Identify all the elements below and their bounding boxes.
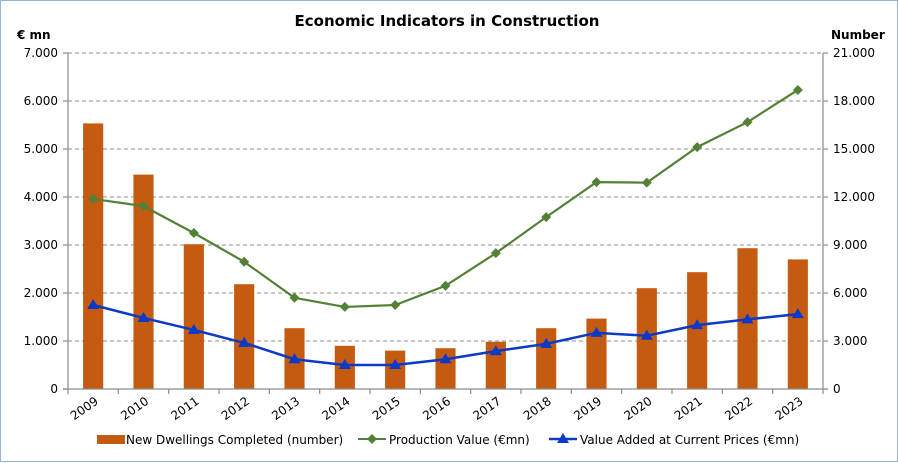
x-tick-label: 2009 <box>68 394 101 423</box>
diamond-point-2021 <box>692 142 703 153</box>
x-tick-label: 2014 <box>320 394 353 423</box>
bar-2023 <box>787 259 808 389</box>
x-tick-label: 2011 <box>169 394 202 423</box>
triangle-point-2016 <box>439 353 452 364</box>
left-tick-label: 3.000 <box>24 238 58 252</box>
triangle-point-2011 <box>187 323 200 334</box>
diamond-point-2019 <box>591 177 602 188</box>
axes <box>63 52 828 394</box>
left-tick-label: 4.000 <box>24 190 58 204</box>
diamond-point-2017 <box>490 248 501 259</box>
bar-2015 <box>385 350 406 389</box>
gridlines <box>68 52 829 342</box>
triangle-point-2010 <box>137 311 150 322</box>
diamond-point-2015 <box>390 300 401 310</box>
triangle-point-2015 <box>389 359 402 369</box>
diamond-point-2009 <box>88 193 99 204</box>
triangle-point-2021 <box>691 319 704 330</box>
left-tick-label: 5.000 <box>24 142 58 156</box>
x-tick-label: 2012 <box>219 394 252 423</box>
x-tick-label: 2019 <box>571 394 604 423</box>
triangle-point-2013 <box>288 353 301 364</box>
right-axis-unit: Number <box>831 28 885 42</box>
right-tick-label: 6.000 <box>833 286 867 300</box>
right-tick-label: 3.000 <box>833 334 867 348</box>
right-tick-label: 9.000 <box>833 238 867 252</box>
left-tick-label: 6.000 <box>24 94 58 108</box>
x-tick-label: 2020 <box>622 394 655 423</box>
diamond-point-2016 <box>440 280 451 291</box>
left-tick-label: 1.000 <box>24 334 58 348</box>
legend: New Dwellings Completed (number) Producti… <box>97 433 799 447</box>
triangle-point-2023 <box>791 308 804 319</box>
triangle-point-2012 <box>238 336 251 347</box>
diamond-point-2022 <box>742 117 753 128</box>
left-tick-label: 2.000 <box>24 286 58 300</box>
x-tick-label: 2021 <box>672 394 705 423</box>
x-tick-label: 2015 <box>370 394 403 423</box>
diamond-point-2012 <box>239 256 250 267</box>
diamond-point-2014 <box>339 301 350 312</box>
left-tick-label: 7.000 <box>24 46 58 60</box>
right-tick-label: 21.000 <box>833 46 875 60</box>
x-tick-label: 2023 <box>773 394 806 423</box>
left-tick-label: 0 <box>50 382 58 396</box>
legend-triangle-icon <box>557 433 569 443</box>
triangle-point-2009 <box>87 299 100 309</box>
chart-title: Economic Indicators in Construction <box>295 12 600 30</box>
diamond-point-2011 <box>188 228 199 238</box>
legend-label-value-added: Value Added at Current Prices (€mn) <box>580 433 799 447</box>
x-tick-label: 2010 <box>118 394 151 423</box>
bar-2009 <box>83 123 104 390</box>
x-tick-label: 2017 <box>471 394 504 423</box>
triangle-point-2019 <box>590 326 603 337</box>
x-tick-label: 2013 <box>269 394 302 423</box>
right-tick-label: 18.000 <box>833 94 875 108</box>
right-tick-label: 12.000 <box>833 190 875 204</box>
x-tick-label: 2022 <box>722 394 755 423</box>
triangle-point-2014 <box>338 359 351 369</box>
bar-2010 <box>133 174 154 389</box>
line-series <box>87 84 804 369</box>
x-tick-label: 2018 <box>521 394 554 423</box>
right-tick-label: 0 <box>833 382 841 396</box>
legend-diamond-icon <box>367 434 377 444</box>
x-tick-labels: 2009 2010 2011 2012 2013 2014 2015 2016 2017 2018… <box>68 394 806 423</box>
legend-swatch-dwellings <box>97 435 125 444</box>
bar-2012 <box>234 284 255 389</box>
legend-label-production: Production Value (€mn) <box>389 433 530 447</box>
left-axis-unit: € mn <box>16 28 51 42</box>
triangle-point-2017 <box>489 345 502 356</box>
left-tick-labels: 0 1.000 2.000 3.000 4.000 5.000 6.000 7.000 <box>24 46 58 396</box>
right-tick-labels: 0 3.000 6.000 9.000 12.000 15.000 18.000 21.000 <box>833 46 875 396</box>
diamond-point-2010 <box>138 201 149 212</box>
x-tick-label: 2016 <box>420 394 453 423</box>
bar-series <box>83 123 808 390</box>
diamond-point-2023 <box>792 84 803 95</box>
right-tick-label: 15.000 <box>833 142 875 156</box>
bar-2021 <box>687 272 708 389</box>
triangle-point-2022 <box>741 313 754 324</box>
bar-2011 <box>183 244 204 389</box>
triangle-point-2020 <box>640 329 653 340</box>
diamond-point-2020 <box>641 177 652 188</box>
triangle-point-2018 <box>540 337 553 348</box>
legend-label-dwellings: New Dwellings Completed (number) <box>126 433 343 447</box>
diamond-point-2018 <box>541 212 552 223</box>
diamond-point-2013 <box>289 292 300 303</box>
bar-2018 <box>536 328 557 389</box>
